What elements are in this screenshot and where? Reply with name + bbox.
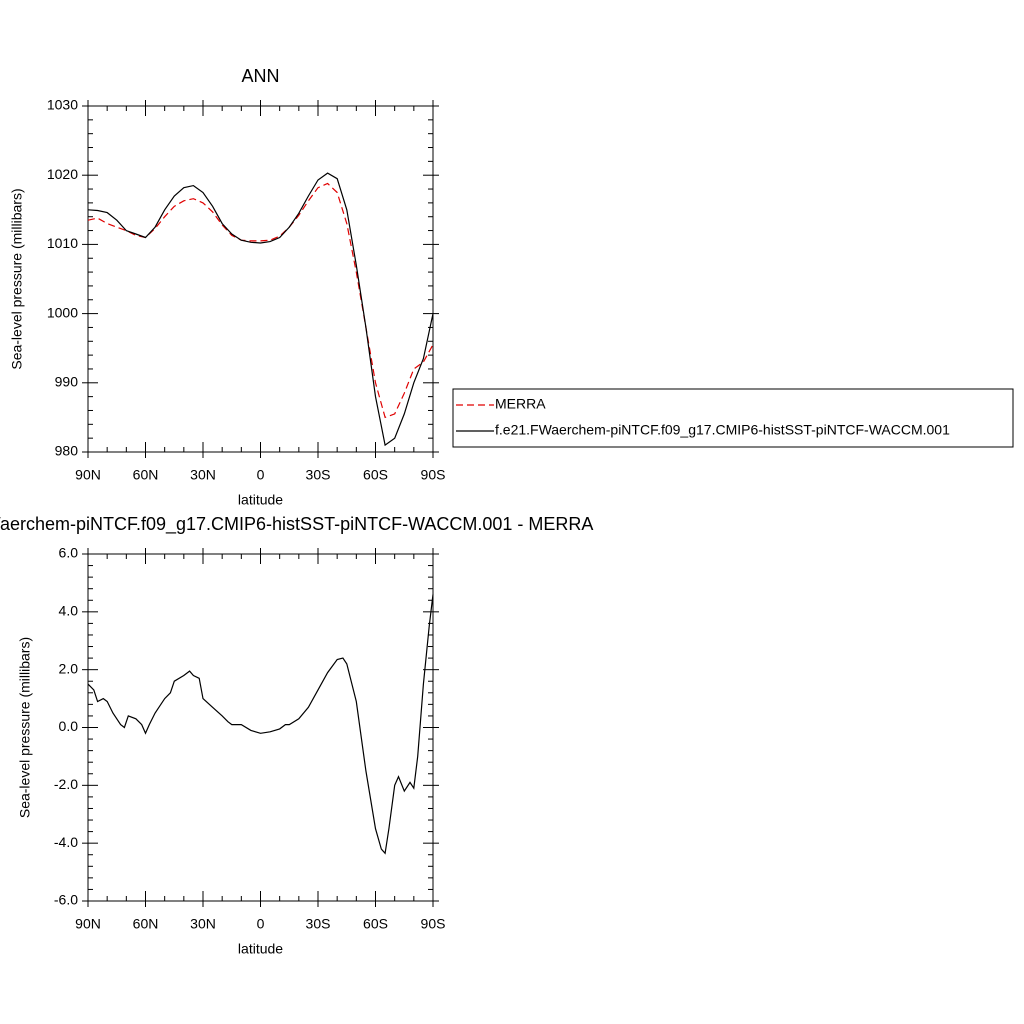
- x-tick-label: 60N: [133, 467, 159, 483]
- x-tick-label: 90N: [75, 467, 101, 483]
- x-tick-label: 90S: [421, 916, 446, 932]
- x-tick-label: 90S: [421, 467, 446, 483]
- chart-title: ANN: [241, 66, 279, 86]
- y-tick-label: 1000: [47, 304, 78, 320]
- legend-box: [452, 388, 1014, 448]
- x-tick-label: 60S: [363, 916, 388, 932]
- plot-frame: [87, 105, 434, 453]
- plot-frame: [87, 553, 434, 902]
- x-tick-label: 30N: [190, 916, 216, 932]
- y-tick-label: -2.0: [54, 776, 78, 792]
- x-tick-label: 60N: [133, 916, 159, 932]
- x-tick-label: 30S: [306, 916, 331, 932]
- y-tick-label: -6.0: [54, 892, 78, 908]
- y-tick-label: 1010: [47, 235, 78, 251]
- y-tick-label: 980: [55, 443, 79, 459]
- data-line: [87, 172, 434, 447]
- y-tick-label: 1030: [47, 97, 78, 113]
- x-tick-label: 0: [257, 916, 265, 932]
- x-tick-label: 30S: [306, 467, 331, 483]
- y-tick-label: 6.0: [59, 545, 79, 561]
- data-line: [87, 182, 434, 419]
- y-tick-label: 1020: [47, 166, 78, 182]
- legend-label: MERRA: [495, 396, 546, 412]
- x-tick-label: 90N: [75, 916, 101, 932]
- x-tick-label: 0: [257, 467, 265, 483]
- data-line: [87, 594, 434, 855]
- y-axis-label: Sea-level pressure (millibars): [9, 188, 25, 369]
- legend-label: f.e21.FWaerchem-piNTCF.f09_g17.CMIP6-his…: [495, 422, 950, 438]
- x-tick-label: 30N: [190, 467, 216, 483]
- y-tick-label: 4.0: [59, 603, 79, 619]
- chart-title: f.e21.FWaerchem-piNTCF.f09_g17.CMIP6-his…: [0, 514, 593, 535]
- y-tick-label: 0.0: [59, 718, 79, 734]
- y-tick-label: -4.0: [54, 834, 78, 850]
- y-axis-label: Sea-level pressure (millibars): [17, 637, 33, 818]
- y-tick-label: 990: [55, 374, 79, 390]
- y-tick-label: 2.0: [59, 660, 79, 676]
- x-axis-label: latitude: [238, 941, 283, 957]
- x-axis-label: latitude: [238, 492, 283, 508]
- x-tick-label: 60S: [363, 467, 388, 483]
